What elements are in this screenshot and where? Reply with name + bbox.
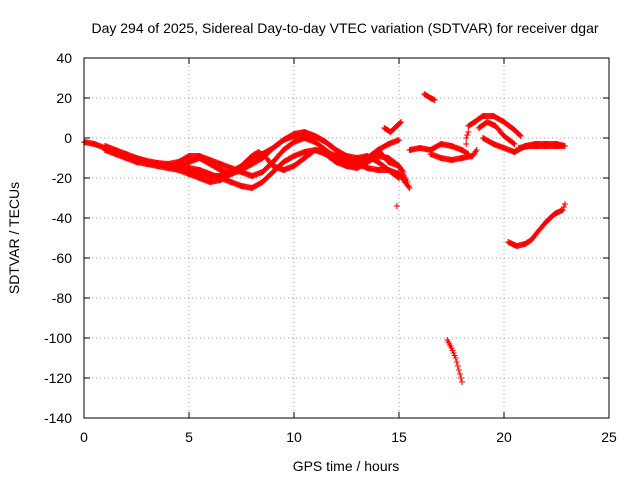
data-point bbox=[511, 141, 518, 147]
y-tick-label: -60 bbox=[52, 250, 72, 266]
data-point bbox=[463, 141, 470, 147]
y-tick-label: 40 bbox=[56, 50, 72, 66]
data-point bbox=[393, 203, 400, 209]
y-tick-label: -140 bbox=[44, 410, 72, 426]
x-axis-title: GPS time / hours bbox=[293, 458, 400, 474]
y-tick-label: 20 bbox=[56, 90, 72, 106]
data-point bbox=[465, 129, 472, 135]
data-point bbox=[464, 132, 471, 138]
data-point bbox=[455, 367, 462, 373]
data-point bbox=[457, 375, 464, 381]
data-point bbox=[406, 185, 413, 191]
data-point bbox=[559, 207, 566, 213]
data-point bbox=[453, 359, 460, 365]
y-tick-label: -120 bbox=[44, 370, 72, 386]
y-tick-label: -40 bbox=[52, 210, 72, 226]
x-tick-label: 15 bbox=[391, 429, 407, 445]
data-point bbox=[459, 379, 465, 385]
grid-lines bbox=[84, 58, 609, 418]
data-point bbox=[561, 201, 568, 207]
data-point bbox=[405, 183, 412, 190]
x-tick-label: 0 bbox=[80, 429, 88, 445]
data-point bbox=[560, 204, 567, 210]
plot-frame bbox=[83, 57, 610, 419]
data-point bbox=[396, 137, 402, 143]
data-point bbox=[559, 143, 566, 149]
x-tick-label: 20 bbox=[496, 429, 512, 445]
data-point bbox=[463, 135, 470, 141]
x-tick-label: 5 bbox=[185, 429, 193, 445]
data-point bbox=[431, 97, 438, 103]
y-tick-label: -20 bbox=[52, 170, 72, 186]
data-point bbox=[397, 120, 404, 126]
axis-ticks: 0 5 10 15 20 25 -140 -120 -100 -80 -60 -40 -20 0 20 40 bbox=[44, 50, 617, 445]
data-point bbox=[510, 140, 517, 147]
x-tick-label: 10 bbox=[286, 429, 302, 445]
data-point bbox=[454, 363, 461, 369]
y-tick-label: -100 bbox=[44, 330, 72, 346]
data-point bbox=[517, 133, 524, 139]
data-point bbox=[516, 132, 523, 138]
data-point bbox=[456, 371, 463, 377]
data-point bbox=[452, 355, 459, 361]
y-tick-label: -80 bbox=[52, 290, 72, 306]
x-tick-label: 25 bbox=[601, 429, 617, 445]
data-points bbox=[81, 91, 568, 385]
y-tick-label: 0 bbox=[64, 130, 72, 146]
data-point bbox=[473, 147, 480, 153]
chart-title: Day 294 of 2025, Sidereal Day-to-day VTE… bbox=[91, 20, 598, 36]
data-point bbox=[400, 169, 407, 175]
data-point bbox=[398, 119, 405, 125]
y-axis-title: SDTVAR / TECUs bbox=[6, 182, 22, 294]
